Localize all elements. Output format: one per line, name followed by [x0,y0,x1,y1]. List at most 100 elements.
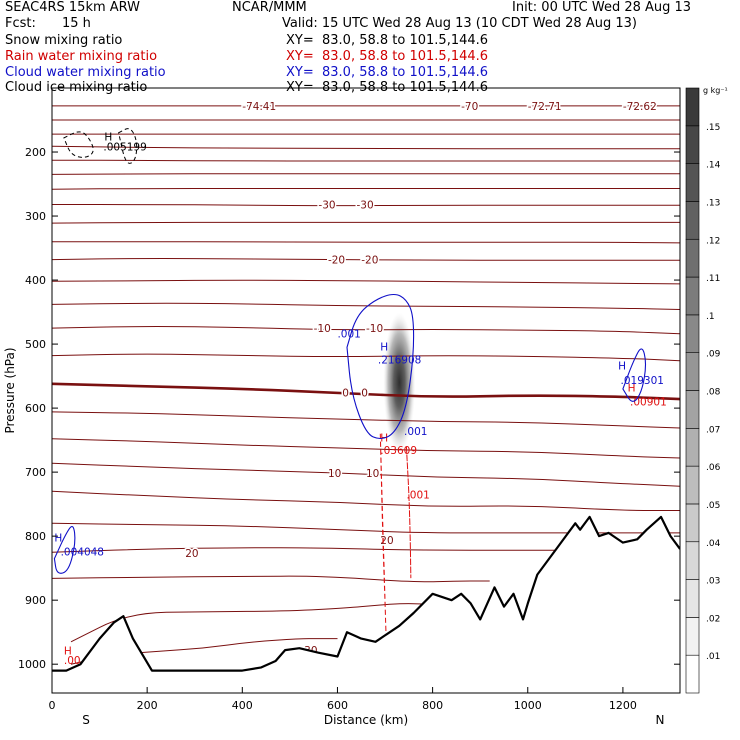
colorbar-unit: g kg⁻¹ [703,86,728,95]
colorbar-segment-4 [685,503,700,543]
isotherm-label-15: 20 [380,535,393,547]
isotherm-6 [52,187,680,190]
x-tick-label-2: 400 [232,699,253,712]
isotherm-7 [52,204,680,207]
cloud-water-contour-2 [53,525,76,574]
colorbar-label-12: .13 [706,198,720,208]
y-tick-label-1: 300 [25,210,46,223]
field-xy-snow: XY= 83.0, 58.8 to 101.5,144.6 [286,33,489,48]
forecast-label: Fcst: [5,16,36,31]
x-tick-label-1: 200 [137,699,158,712]
colorbar-label-0: .01 [706,652,720,662]
colorbar-label-7: .08 [706,388,721,398]
isotherm-label-9: -10 [366,323,383,335]
y-tick-label-6: 800 [25,530,46,543]
rain-contour-1 [405,446,412,579]
plot-area: -74.41 -70 -72.71 -72.62 -30 -30 -20 -20 -10 -10 0… [52,99,680,693]
isotherm-label-5: -30 [356,200,373,212]
isotherm-4 [52,159,680,162]
colorbar-segment-8 [685,352,700,391]
isotherm-14 [52,353,680,362]
isotherm-label-2: -72.71 [528,101,562,113]
y-tick-label-4: 600 [25,402,46,415]
x-axis-title: Distance (km) [324,713,408,727]
colorbar-segment-5 [685,465,700,505]
model-title: SEAC4RS 15km ARW [5,0,141,15]
colorbar-label-6: .07 [706,425,720,435]
isotherm-11 [52,279,680,285]
isotherm-label-0: -74.41 [242,101,276,113]
isotherm-19 [52,490,680,511]
y-axis-title: Pressure (hPa) [3,347,17,433]
colorbar-label-9: .1 [706,312,715,322]
snow-contour-0 [63,131,94,158]
isotherm-18 [52,462,680,487]
field-label-snow: Snow mixing ratio [5,33,123,48]
terrain-fill [52,516,680,693]
colorbar-segment-9 [685,314,700,353]
colorbar-segment-10 [685,276,700,316]
isotherm-label-4: -30 [318,200,335,212]
x-tick-label-5: 1000 [514,699,542,712]
colorbar-segment-11 [685,238,700,278]
isotherm-label-7: -20 [361,255,378,267]
snow-label-1: .005199 [103,142,146,154]
isotherm-12 [52,302,680,310]
cloud-water-label-3: .001 [404,426,427,438]
isotherm-22 [52,575,490,583]
snow-contour-1 [118,128,138,164]
cloud-water-contour-0 [346,293,415,440]
isotherm-3 [52,145,680,150]
isotherm-label-6: -20 [328,255,345,267]
isotherm-23 [70,603,424,643]
colorbar-segment-3 [685,541,700,580]
x-tick-label-6: 1200 [609,699,637,712]
isotherm-label-1: -70 [461,101,478,113]
colorbar-segment-7 [685,390,700,429]
rain-label-6: .00 [64,655,81,667]
rain-label-5: H [64,646,72,658]
terrain-line [52,515,680,672]
isotherm-15 [52,382,680,401]
colorbar-label-3: .04 [706,539,721,549]
forecast-hours: 15 h [62,16,91,31]
isotherm-label-10: 0 [342,388,349,400]
colorbar-label-10: .11 [706,274,720,284]
field-xy-cloud-water: XY= 83.0, 58.8 to 101.5,144.6 [286,65,489,80]
colorbar-segment-15 [685,87,700,127]
x-tick-label-3: 600 [327,699,348,712]
rain-label-4: .00901 [630,397,667,409]
shaded-cell [383,312,416,453]
cloud-water-label-2: .001 [337,329,360,341]
isotherm-17 [52,438,680,459]
colorbar-segment-1 [685,617,700,656]
snow-label-0: H [104,131,112,143]
colorbar-label-13: .14 [706,161,721,171]
x-tick-label-0: 0 [49,699,56,712]
rain-contour-0 [379,433,387,637]
isotherm-label-13: 10 [366,468,379,480]
cloud-water-label-7: .004048 [61,546,104,558]
colorbar-label-14: .15 [706,123,720,133]
field-xy-rain: XY= 83.0, 58.8 to 101.5,144.6 [286,49,489,64]
colorbar-label-8: .09 [706,350,721,360]
rain-label-1: .03609 [380,445,417,457]
colorbar-segment-14 [685,125,700,164]
y-tick-label-5: 700 [25,466,46,479]
colorbar-label-1: .02 [706,614,720,624]
valid-time: Valid: 15 UTC Wed 28 Aug 13 (10 CDT Wed … [282,16,637,31]
colorbar-segment-0 [685,654,700,694]
x-end-label-south: S [82,713,90,727]
cloud-water-label-6: H [54,532,62,544]
colorbar-label-11: .12 [706,236,720,246]
center-title: NCAR/MMM [232,0,307,15]
y-tick-label-3: 500 [25,338,46,351]
isotherm-label-11: 0 [361,388,368,400]
cloud-water-label-0: H [380,341,388,353]
plot-frame [51,87,681,694]
isotherm-16 [52,411,680,429]
isotherm-label-8: -10 [314,323,331,335]
colorbar-label-4: .05 [706,501,720,511]
isotherm-5 [52,173,680,175]
